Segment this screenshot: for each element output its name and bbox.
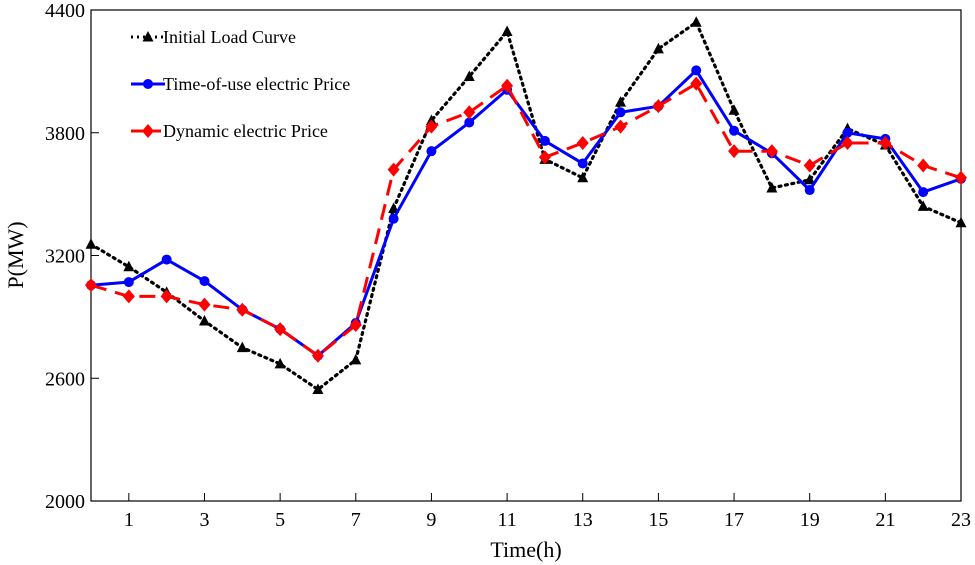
- legend-label: Dynamic electric Price: [163, 121, 328, 141]
- data-point-time-of-use-electric-price: [161, 254, 172, 265]
- data-point-dynamic-electric-price: [652, 99, 665, 114]
- y-axis-label: P(MW): [3, 221, 28, 288]
- x-tick-label: 1: [124, 509, 134, 531]
- series-line-dynamic-electric-price: [90, 82, 962, 358]
- data-point-dynamic-electric-price: [841, 135, 854, 150]
- data-point-dynamic-electric-price: [879, 135, 892, 150]
- data-point-time-of-use-electric-price: [577, 158, 588, 169]
- data-point-dynamic-electric-price: [614, 119, 627, 134]
- series-dynamic-electric-price: [85, 76, 967, 363]
- data-point-time-of-use-electric-price: [388, 213, 399, 224]
- data-point-dynamic-electric-price: [917, 158, 930, 173]
- y-tick-label: 3800: [45, 123, 85, 145]
- legend-entry-time-of-use-electric-price: Time-of-use electric Price: [131, 74, 350, 94]
- legend-marker: [143, 79, 153, 89]
- y-tick-label: 4400: [45, 0, 85, 22]
- legend-entry-dynamic-electric-price: Dynamic electric Price: [131, 121, 328, 141]
- data-point-initial-load-curve: [652, 42, 664, 54]
- data-point-dynamic-electric-price: [425, 119, 438, 134]
- x-tick-label: 7: [351, 509, 361, 531]
- x-tick-label: 17: [724, 509, 744, 531]
- data-point-initial-load-curve: [955, 216, 967, 228]
- y-axis-ticks: 2000 2600 3200 3800 4400: [45, 0, 99, 513]
- y-tick-label: 3200: [45, 246, 85, 268]
- data-point-initial-load-curve: [198, 314, 210, 326]
- data-point-initial-load-curve: [388, 202, 400, 213]
- series-line-time-of-use-electric-price: [90, 68, 962, 358]
- data-point-time-of-use-electric-price: [804, 185, 815, 196]
- data-point-initial-load-curve: [463, 70, 475, 81]
- data-point-dynamic-electric-price: [501, 78, 514, 93]
- data-point-dynamic-electric-price: [955, 170, 967, 185]
- data-point-time-of-use-electric-price: [464, 117, 475, 128]
- data-point-dynamic-electric-price: [311, 348, 324, 363]
- x-tick-label: 5: [275, 509, 285, 531]
- data-point-dynamic-electric-price: [236, 302, 249, 317]
- legend-entry-initial-load-curve: Initial Load Curve: [131, 27, 296, 47]
- y-tick-label: 2000: [45, 491, 85, 513]
- data-point-initial-load-curve: [766, 181, 778, 193]
- data-point-dynamic-electric-price: [538, 150, 551, 165]
- data-point-initial-load-curve: [274, 357, 286, 369]
- x-tick-label: 9: [426, 509, 436, 531]
- data-point-time-of-use-electric-price: [729, 125, 740, 136]
- data-point-initial-load-curve: [501, 25, 513, 36]
- data-point-time-of-use-electric-price: [426, 146, 437, 157]
- data-point-dynamic-electric-price: [576, 135, 589, 150]
- data-point-dynamic-electric-price: [349, 318, 362, 333]
- data-point-initial-load-curve: [690, 16, 702, 27]
- data-point-time-of-use-electric-price: [199, 276, 210, 287]
- x-tick-label: 11: [497, 509, 516, 531]
- data-point-dynamic-electric-price: [463, 105, 476, 120]
- legend: Initial Load Curve Time-of-use electric P…: [131, 27, 350, 141]
- data-point-time-of-use-electric-price: [615, 107, 626, 118]
- data-point-dynamic-electric-price: [728, 144, 741, 159]
- data-point-time-of-use-electric-price: [123, 277, 134, 288]
- data-point-dynamic-electric-price: [198, 297, 211, 312]
- data-point-dynamic-electric-price: [765, 144, 778, 159]
- data-point-time-of-use-electric-price: [918, 187, 929, 198]
- data-point-dynamic-electric-price: [160, 289, 173, 304]
- data-point-initial-load-curve: [350, 353, 362, 365]
- y-tick-label: 2600: [45, 368, 85, 390]
- data-point-dynamic-electric-price: [803, 158, 816, 173]
- legend-marker: [142, 31, 154, 42]
- legend-label: Time-of-use electric Price: [163, 74, 350, 94]
- data-point-dynamic-electric-price: [122, 289, 135, 304]
- data-point-dynamic-electric-price: [690, 76, 703, 91]
- x-tick-label: 21: [875, 509, 895, 531]
- data-point-initial-load-curve: [804, 173, 816, 185]
- legend-label: Initial Load Curve: [163, 27, 296, 47]
- data-point-initial-load-curve: [615, 96, 627, 107]
- data-point-time-of-use-electric-price: [691, 65, 702, 76]
- series-initial-load-curve: [85, 16, 967, 395]
- data-point-initial-load-curve: [123, 260, 135, 272]
- data-point-initial-load-curve: [85, 238, 97, 249]
- x-tick-label: 23: [951, 509, 971, 531]
- x-tick-label: 3: [199, 509, 209, 531]
- data-point-initial-load-curve: [728, 104, 740, 115]
- data-point-initial-load-curve: [917, 200, 929, 211]
- data-point-initial-load-curve: [312, 383, 324, 395]
- x-tick-label: 15: [648, 509, 668, 531]
- legend-marker: [142, 124, 154, 138]
- x-axis-label: Time(h): [490, 537, 561, 562]
- series-layer: [85, 16, 967, 395]
- x-tick-label: 19: [800, 509, 820, 531]
- data-point-time-of-use-electric-price: [539, 135, 550, 146]
- series-time-of-use-electric-price: [86, 65, 966, 361]
- data-point-dynamic-electric-price: [274, 322, 287, 337]
- data-point-dynamic-electric-price: [387, 162, 400, 177]
- x-tick-label: 13: [573, 509, 593, 531]
- data-point-time-of-use-electric-price: [842, 127, 853, 138]
- data-point-initial-load-curve: [236, 341, 248, 353]
- data-point-dynamic-electric-price: [85, 278, 97, 293]
- data-point-initial-load-curve: [577, 171, 589, 183]
- series-line-initial-load-curve: [89, 20, 963, 392]
- x-axis-ticks: 1 3 5 7 9 11 13 15 17 19 21 23: [124, 493, 971, 531]
